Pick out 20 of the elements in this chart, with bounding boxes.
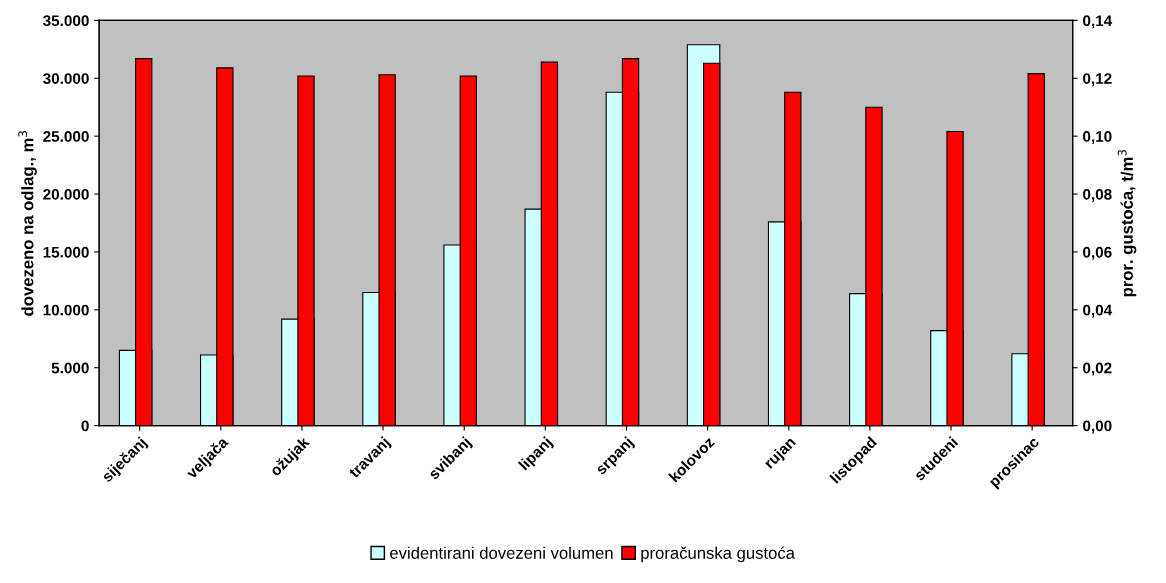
y-tick-label: 15.000 — [43, 246, 89, 258]
y-tick-label: 20.000 — [43, 188, 89, 200]
y-axis-title: dovezeno na odlag., m$^{3}$ — [18, 131, 37, 316]
y2-tick-label: 0,00 — [1083, 420, 1112, 434]
y2-tick-label: 0,08 — [1083, 188, 1112, 202]
y-tick-label: 30.000 — [43, 73, 89, 84]
y2-tick-label: 0,14 — [1083, 15, 1113, 29]
y-tick-label: 5.000 — [51, 362, 89, 374]
y2-tick-label: 0,06 — [1083, 246, 1112, 260]
y-tick-label: 35.000 — [43, 15, 89, 27]
y2-tick-label: 0,02 — [1083, 362, 1112, 376]
y2-axis-title: pror. gustoća, t/m$^{3}$ — [1117, 150, 1137, 297]
legend-label: proračunska gustoća — [641, 546, 795, 563]
y-tick-label: 10.000 — [43, 304, 89, 316]
y-tick-label: 0 — [81, 420, 89, 432]
y2-tick-label: 0,04 — [1083, 304, 1113, 318]
y-tick-label: 25.000 — [43, 131, 89, 142]
y2-tick-label: 0,10 — [1083, 131, 1112, 145]
legend-label: evidentirani dovezeni volumen — [390, 546, 613, 559]
y2-tick-label: 0,12 — [1083, 73, 1112, 87]
